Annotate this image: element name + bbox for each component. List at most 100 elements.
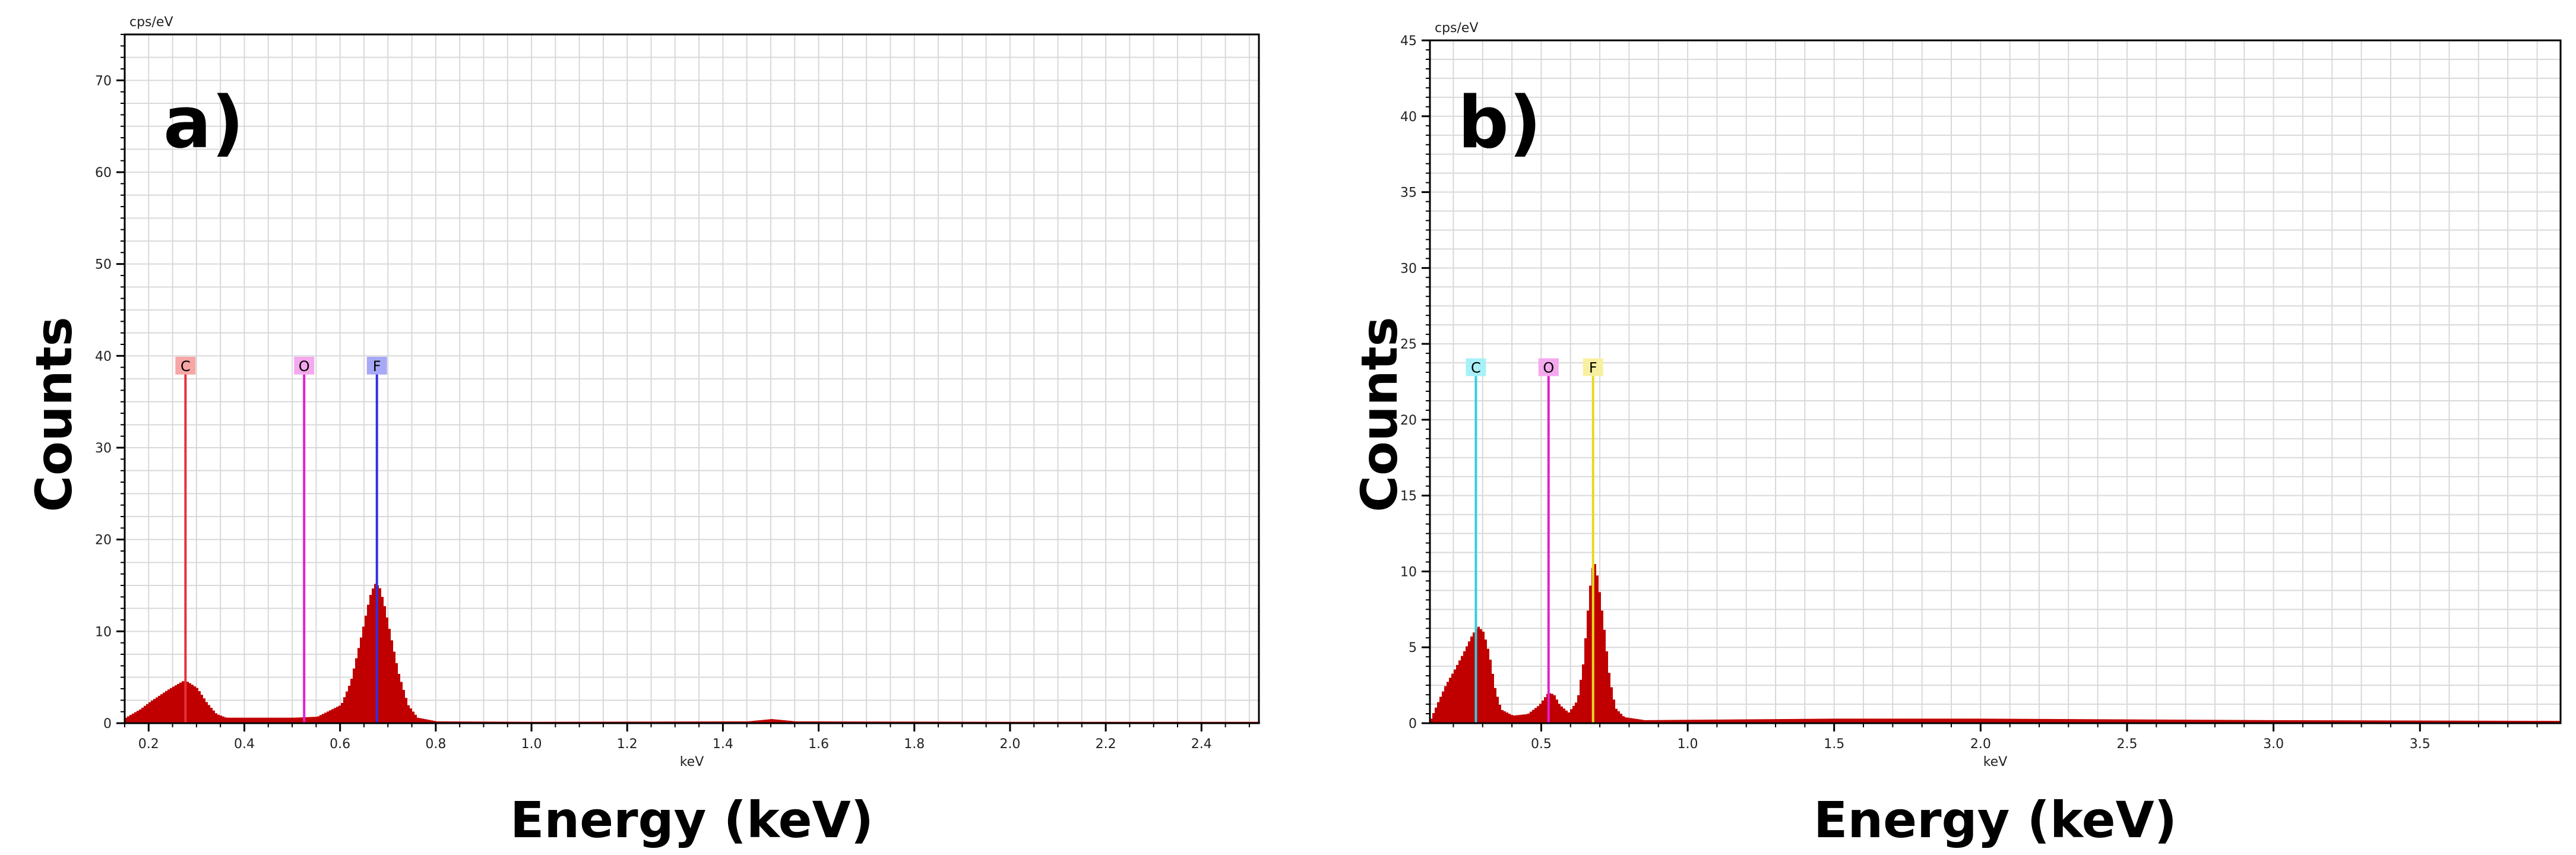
spectrum-bar xyxy=(365,615,367,723)
spectrum-bar xyxy=(2530,721,2532,723)
spectrum-bar xyxy=(1853,718,1855,723)
spectrum-bar xyxy=(2276,720,2278,723)
spectrum-bar xyxy=(253,717,255,723)
spectrum-bar xyxy=(2532,721,2534,723)
spectrum-bar xyxy=(248,717,251,723)
spectrum-bar xyxy=(2128,719,2131,723)
spectrum-bar xyxy=(2456,720,2458,723)
spectrum-bar xyxy=(1701,720,1703,723)
spectrum-bar xyxy=(749,721,752,723)
spectrum-bar xyxy=(2173,720,2176,723)
spectrum-bar xyxy=(279,717,281,723)
spectrum-bar xyxy=(1430,718,1432,723)
spectrum-bar xyxy=(2546,721,2549,723)
chart-panel-a: C O F 0 10 20 30 40 50 60 70 0.2 0.4 0.6 0.8 1.0 1.2 1.4 1… xyxy=(25,15,1260,849)
spectrum-bar xyxy=(2254,720,2257,723)
element-label-box-c xyxy=(175,356,196,375)
spectrum-bar xyxy=(393,651,395,723)
element-label-box-c xyxy=(1466,358,1486,376)
spectrum-bar xyxy=(1575,702,1577,723)
spectrum-bar xyxy=(1696,720,1698,723)
spectrum-bar xyxy=(1618,711,1620,723)
spectrum-bar xyxy=(1841,718,1843,723)
spectrum-bar xyxy=(2105,719,2107,723)
spectrum-bar xyxy=(1648,720,1651,723)
spectrum-bar xyxy=(2238,720,2240,723)
spectrum-bar xyxy=(2133,719,2135,723)
spectrum-bar xyxy=(2012,718,2014,723)
spectrum-bar xyxy=(1872,718,1874,723)
spectrum-bar xyxy=(2067,719,2069,723)
spectrum-bar xyxy=(2321,720,2323,723)
x-axis-title: Energy (keV) xyxy=(1814,791,2177,849)
spectrum-bar xyxy=(1587,610,1589,723)
spectrum-bar xyxy=(2523,720,2525,723)
spectrum-bar xyxy=(1556,699,1558,723)
element-label-box-f xyxy=(1583,358,1603,376)
spectrum-bar xyxy=(2283,720,2285,723)
spectrum-bar xyxy=(2007,718,2009,723)
spectrum-bar xyxy=(797,721,799,723)
spectrum-bar xyxy=(438,721,441,723)
spectrum-bar xyxy=(2401,720,2404,723)
y-tick-label: 0 xyxy=(103,717,112,732)
spectrum-bar xyxy=(156,697,158,723)
spectrum-bar xyxy=(1917,718,1919,723)
spectrum-bar xyxy=(1881,718,1884,723)
spectrum-bar xyxy=(2482,720,2485,723)
spectrum-bar xyxy=(2292,720,2295,723)
spectrum-bar xyxy=(1931,718,1933,723)
spectrum-bar xyxy=(2539,721,2542,723)
spectrum-bar xyxy=(1720,719,1722,723)
spectrum-bar xyxy=(2435,720,2437,723)
spectrum-bar xyxy=(2442,720,2444,723)
spectrum-bar xyxy=(319,715,322,723)
spectrum-bar xyxy=(2038,718,2040,723)
spectrum-bar xyxy=(2359,720,2361,723)
spectrum-bar xyxy=(1774,719,1777,723)
spectrum-bar xyxy=(2428,720,2430,723)
spectrum-bar xyxy=(2461,720,2463,723)
spectrum-bar xyxy=(429,720,431,723)
spectrum-bar xyxy=(1468,641,1470,723)
spectrum-bar xyxy=(422,718,424,723)
spectrum-bar xyxy=(2152,719,2154,723)
spectrum-bar xyxy=(1582,664,1584,723)
spectrum-bar xyxy=(2515,720,2518,723)
spectrum-bar xyxy=(203,698,205,723)
spectrum-bar xyxy=(1639,719,1641,723)
spectrum-bar xyxy=(312,717,315,723)
y-axis-title: Counts xyxy=(1350,316,1409,512)
y-tick-label: 60 xyxy=(95,166,112,180)
spectrum-bar xyxy=(2026,718,2028,723)
x-tick-label: 0.5 xyxy=(1531,737,1552,752)
spectrum-bar xyxy=(2002,718,2005,723)
spectrum-bar xyxy=(436,721,438,723)
spectrum-bar xyxy=(2249,720,2252,723)
spectrum-bar xyxy=(764,720,766,723)
spectrum-bar xyxy=(2328,720,2330,723)
spectrum-bar xyxy=(2190,720,2192,723)
spectrum-bar xyxy=(1914,718,1917,723)
spectrum-bar xyxy=(1454,669,1456,723)
spectrum-bar xyxy=(300,717,303,723)
spectrum-bar xyxy=(2074,719,2076,723)
y-tick-label: 25 xyxy=(1400,337,1417,352)
spectrum-bar xyxy=(1629,718,1632,723)
x-tick-label: 0.8 xyxy=(425,737,446,752)
spectrum-bar xyxy=(1993,718,1995,723)
spectrum-bar xyxy=(1943,718,1945,723)
spectrum-bar xyxy=(1660,720,1663,723)
spectrum-bar xyxy=(2154,719,2157,723)
element-label-f: F xyxy=(373,358,381,375)
spectrum-bar xyxy=(1779,719,1781,723)
spectrum-bar xyxy=(2506,720,2508,723)
spectrum-bar xyxy=(2432,720,2435,723)
spectrum-bar xyxy=(1610,687,1613,723)
spectrum-bar xyxy=(2017,718,2019,723)
spectrum-bar xyxy=(182,681,184,723)
spectrum-bar xyxy=(2380,720,2382,723)
y-tick-label: 20 xyxy=(1400,413,1417,428)
spectrum-bar xyxy=(1938,718,1941,723)
spectrum-bar xyxy=(2485,720,2487,723)
